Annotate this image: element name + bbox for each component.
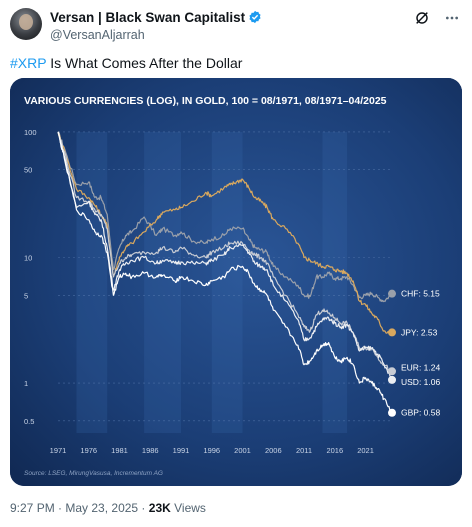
y-tick-label: 0.5: [24, 417, 34, 426]
x-tick-label: 2011: [296, 446, 312, 455]
series-line-gbp: [57, 131, 393, 414]
background-band: [211, 132, 243, 433]
chart-background: [10, 78, 462, 486]
end-label-jpy: JPY: 2.53: [401, 327, 438, 337]
end-label-usd: USD: 1.06: [401, 377, 440, 387]
x-tick-label: 2021: [357, 446, 374, 455]
end-marker-usd: [388, 375, 396, 384]
author-name[interactable]: Versan | Black Swan Capitalist: [50, 10, 246, 25]
background-band: [322, 132, 348, 433]
tweet-date[interactable]: May 23, 2025: [65, 501, 139, 515]
chart-source: Source: LSEG, MirungVasusa, Incrementum …: [24, 470, 163, 477]
views-label: Views: [170, 501, 206, 515]
series-line-eur: [57, 131, 393, 372]
x-tick-label: 2016: [326, 446, 343, 455]
series-line-usd: [57, 131, 393, 381]
author-handle[interactable]: @VersanAljarrah: [50, 28, 145, 42]
y-tick-label: 50: [24, 166, 32, 175]
series-line-chf: [57, 131, 393, 303]
x-tick-label: 1976: [80, 446, 97, 455]
gridlines: [58, 131, 392, 422]
hashtag-link[interactable]: #XRP: [10, 55, 47, 71]
x-tick-label: 1996: [203, 446, 220, 455]
end-marker-gbp: [388, 408, 396, 417]
more-icon[interactable]: [444, 10, 460, 26]
series-lines: [57, 131, 393, 414]
end-label-gbp: GBP: 0.58: [401, 408, 440, 418]
avatar[interactable]: [10, 8, 42, 40]
end-label-chf: CHF: 5.15: [401, 289, 440, 299]
y-tick-label: 100: [24, 128, 37, 137]
x-tick-label: 2001: [234, 446, 251, 455]
chart-title: VARIOUS CURRENCIES (LOG), IN GOLD, 100 =…: [24, 95, 387, 107]
background-band: [76, 132, 108, 433]
tweet-body: Is What Comes After the Dollar: [46, 55, 243, 71]
x-tick-label: 1971: [50, 446, 67, 455]
views-count: 23K: [148, 501, 171, 515]
y-tick-label: 10: [24, 253, 32, 262]
end-marker-eur: [388, 367, 396, 376]
x-tick-label: 1981: [111, 446, 128, 455]
end-label-eur: EUR: 1.24: [401, 362, 440, 372]
grok-icon[interactable]: [414, 10, 430, 26]
x-tick-label: 1991: [173, 446, 190, 455]
tweet-meta: 9:27 PM · May 23, 2025 · 23K Views: [10, 501, 206, 515]
author-name-row[interactable]: Versan | Black Swan Capitalist: [50, 10, 262, 25]
y-tick-label: 5: [24, 291, 28, 300]
x-tick-label: 1986: [142, 446, 159, 455]
tweet-time[interactable]: 9:27 PM: [10, 501, 55, 515]
end-marker-chf: [388, 289, 396, 298]
y-tick-label: 1: [24, 379, 28, 388]
end-marker-jpy: [388, 328, 396, 337]
tweet-text: #XRP Is What Comes After the Dollar: [10, 55, 242, 71]
chart: VARIOUS CURRENCIES (LOG), IN GOLD, 100 =…: [10, 78, 462, 486]
x-tick-label: 2006: [265, 446, 282, 455]
verified-badge-icon: [249, 10, 261, 24]
chart-image[interactable]: VARIOUS CURRENCIES (LOG), IN GOLD, 100 =…: [10, 78, 462, 486]
